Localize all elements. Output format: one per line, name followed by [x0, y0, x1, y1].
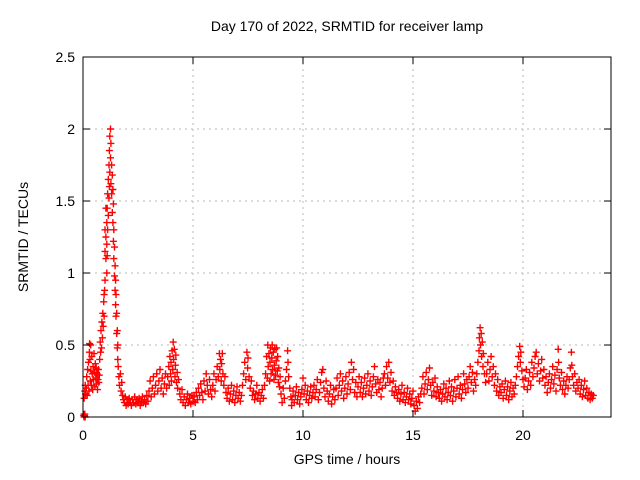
data-points — [80, 125, 597, 421]
tick-labels: 0 5 10 15 20 0 0.5 1 1.5 2 2.5 — [56, 49, 531, 443]
y-axis-label: SRMTID / TECUs — [15, 182, 31, 292]
y-tick-label: 1.5 — [56, 193, 76, 209]
x-tick-label: 10 — [295, 427, 311, 443]
scatter-plus-markers — [80, 125, 597, 421]
y-tick-label: 0 — [67, 409, 75, 425]
x-tick-label: 20 — [515, 427, 531, 443]
axes — [82, 56, 612, 418]
y-tick-label: 0.5 — [56, 337, 76, 353]
plot-border — [82, 56, 612, 418]
y-tick-label: 1 — [67, 265, 75, 281]
x-tick-label: 15 — [405, 427, 421, 443]
x-tick-label: 5 — [189, 427, 197, 443]
grid-lines — [83, 57, 611, 417]
y-tick-label: 2 — [67, 121, 75, 137]
y-tick-label: 2.5 — [56, 49, 76, 65]
x-tick-label: 0 — [79, 427, 87, 443]
x-axis-label: GPS time / hours — [294, 451, 401, 467]
chart-title: Day 170 of 2022, SRMTID for receiver lam… — [211, 18, 484, 34]
